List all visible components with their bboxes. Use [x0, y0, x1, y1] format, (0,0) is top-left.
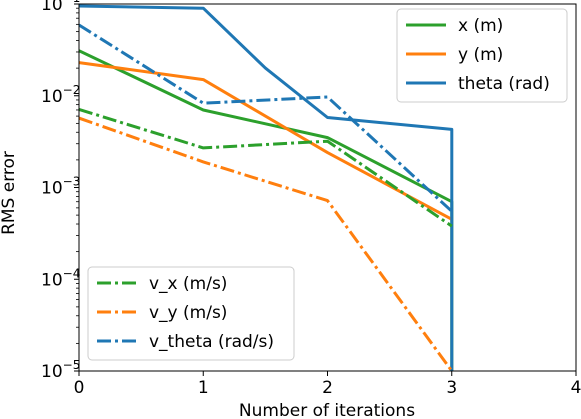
legend-label: y (m) — [458, 45, 503, 65]
series-line-theta-rad — [79, 4, 454, 371]
legend-box — [87, 266, 295, 361]
y-tick-label: 10−2 — [41, 83, 80, 107]
legend-label: v_x (m/s) — [149, 274, 227, 294]
legend-label: theta (rad) — [458, 74, 550, 94]
legend-label: v_y (m/s) — [149, 303, 227, 323]
y-tick-label: 10−5 — [41, 358, 80, 382]
x-tick-label: 0 — [74, 378, 85, 398]
y-axis-label: RMS error — [0, 151, 19, 235]
legend-label: v_theta (rad/s) — [149, 332, 274, 352]
legends: x (m) y (m) theta (rad) v_x (m/s) v_y (m/s) v… — [87, 8, 568, 361]
y-tick-label: 10−1 — [41, 0, 80, 15]
series-line-v-theta-rad-s — [79, 23, 453, 213]
legend-box — [396, 8, 568, 103]
y-tick-label: 10−3 — [41, 175, 80, 199]
legend-label: x (m) — [458, 16, 503, 36]
plot-area — [79, 4, 454, 371]
x-tick-label: 2 — [322, 378, 333, 398]
y-tick-label: 10−4 — [41, 266, 80, 290]
series-line-y-m — [79, 61, 453, 221]
axes: 0 1 2 3 4 10−5 10−4 10−3 10−2 10−1 — [41, 0, 581, 398]
x-tick-label: 1 — [198, 378, 209, 398]
x-tick-label: 3 — [446, 378, 457, 398]
x-tick-label: 4 — [571, 378, 581, 398]
x-axis-label: Number of iterations — [239, 401, 415, 419]
series-line-v-x-m-s — [79, 107, 453, 228]
